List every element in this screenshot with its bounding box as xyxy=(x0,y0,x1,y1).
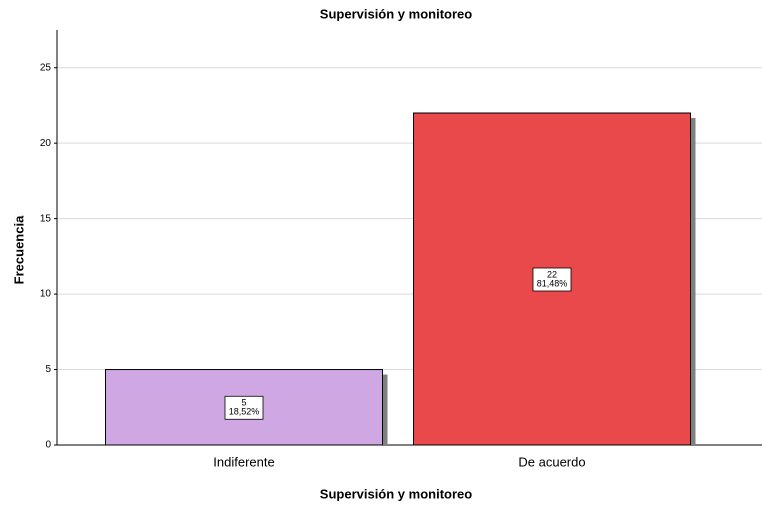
y-tick-label: 20 xyxy=(40,138,52,149)
data-label: 81,48% xyxy=(537,278,568,288)
data-label-box xyxy=(532,267,572,292)
x-axis-label: Supervisión y monitoreo xyxy=(320,486,472,501)
y-tick-label: 0 xyxy=(45,440,51,451)
y-tick-label: 10 xyxy=(40,289,52,300)
y-tick-label: 25 xyxy=(40,62,52,73)
chart-title: Supervisión y monitoreo xyxy=(320,6,472,21)
y-tick-label: 15 xyxy=(40,213,52,224)
y-axis-label: Frecuencia xyxy=(11,215,26,284)
data-label: 22 xyxy=(547,269,557,279)
data-label: 5 xyxy=(241,398,246,408)
data-label: 18,52% xyxy=(229,407,260,417)
x-tick-label: De acuerdo xyxy=(518,454,585,469)
x-tick-label: Indiferente xyxy=(213,454,274,469)
y-tick-label: 5 xyxy=(45,364,51,375)
data-label-box xyxy=(224,395,264,420)
